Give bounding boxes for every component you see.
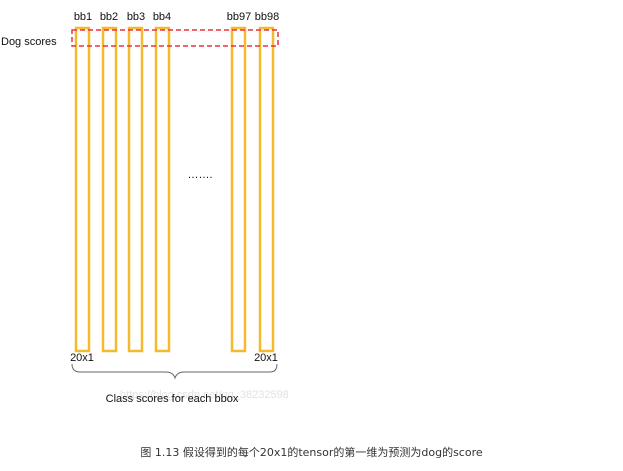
- dim-label-right: 20x1: [254, 352, 278, 364]
- score-vector-bb97: [232, 28, 245, 351]
- brace-label: Class scores for each bbox: [106, 393, 239, 405]
- row-label-dog-scores: Dog scores: [1, 36, 57, 48]
- column-label-bb98: bb98: [255, 11, 279, 23]
- score-vector-bb3: [129, 28, 142, 351]
- score-vector-bb2: [103, 28, 116, 351]
- figure-caption: 图 1.13 假设得到的每个20x1的tensor的第一维为预测为dog的sco…: [0, 444, 623, 460]
- column-label-bb3: bb3: [127, 11, 145, 23]
- column-label-bb4: bb4: [153, 11, 171, 23]
- score-vector-bb1: [76, 28, 89, 351]
- column-label-bb97: bb97: [227, 11, 251, 23]
- score-vector-bb98: [260, 28, 273, 351]
- score-vectors: [76, 28, 273, 351]
- dim-label-left: 20x1: [70, 352, 94, 364]
- grouping-brace: [72, 364, 277, 378]
- column-label-bb1: bb1: [74, 11, 92, 23]
- score-vector-bb4: [156, 28, 169, 351]
- column-label-bb2: bb2: [100, 11, 118, 23]
- ellipsis: …….: [187, 169, 212, 181]
